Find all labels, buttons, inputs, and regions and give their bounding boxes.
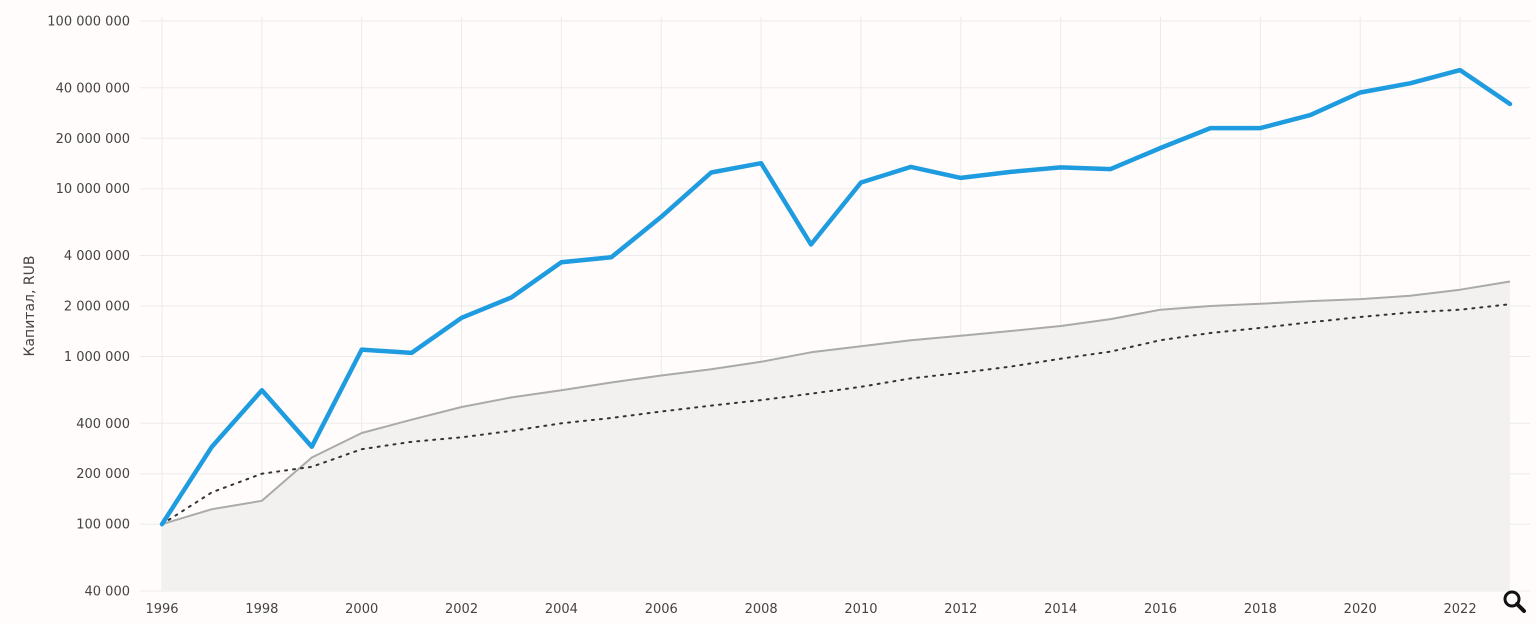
x-tick-label: 2006 xyxy=(645,602,678,617)
x-tick-label: 2000 xyxy=(345,602,378,617)
y-tick-label: 100 000 xyxy=(76,518,130,533)
series-area-fill xyxy=(162,281,1510,591)
y-axis-label: Капитал, RUB xyxy=(22,256,38,357)
y-tick-label: 2 000 000 xyxy=(64,300,130,315)
area-layer xyxy=(162,281,1510,591)
y-tick-label: 4 000 000 xyxy=(64,249,130,264)
zoom-button[interactable] xyxy=(1503,590,1526,613)
y-tick-label: 10 000 000 xyxy=(56,182,130,197)
x-tick-label: 1998 xyxy=(245,602,278,617)
x-axis-ticks: 1996 1998 2000 2002 2004 2006 2008 2010 2012 2014… xyxy=(145,602,1476,617)
y-tick-label: 40 000 xyxy=(85,585,131,600)
x-tick-label: 2012 xyxy=(944,602,977,617)
x-tick-label: 2008 xyxy=(745,602,778,617)
y-tick-label: 40 000 000 xyxy=(56,81,130,96)
magnifier-icon xyxy=(1503,590,1526,613)
series-line-gray xyxy=(161,280,1511,526)
x-tick-label: 2018 xyxy=(1244,602,1277,617)
x-tick-label: 2022 xyxy=(1444,602,1477,617)
y-tick-label: 1 000 000 xyxy=(64,350,130,365)
series-layer xyxy=(159,67,1513,527)
series-line-blue xyxy=(159,67,1513,527)
x-tick-label: 1996 xyxy=(145,602,178,617)
x-tick-label: 2014 xyxy=(1044,602,1077,617)
x-tick-label: 2010 xyxy=(844,602,877,617)
x-tick-label: 2016 xyxy=(1144,602,1177,617)
y-tick-label: 100 000 000 xyxy=(47,15,130,30)
y-tick-label: 400 000 xyxy=(76,417,130,432)
y-tick-label: 200 000 xyxy=(76,467,130,482)
series-line-dotted xyxy=(161,303,1511,526)
y-tick-label: 20 000 000 xyxy=(56,132,130,147)
x-tick-label: 2002 xyxy=(445,602,478,617)
x-tick-label: 2004 xyxy=(545,602,578,617)
y-axis-ticks: 40 000 100 000 200 000 400 000 1 000 000 2 00… xyxy=(47,15,130,600)
x-tick-label: 2020 xyxy=(1344,602,1377,617)
